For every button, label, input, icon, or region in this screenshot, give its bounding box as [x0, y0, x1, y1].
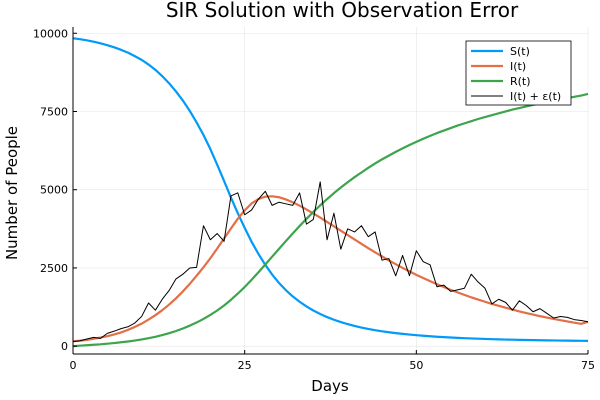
legend-label: I(t) + ε(t) [510, 90, 561, 103]
series-line [72, 37, 589, 342]
legend-label: I(t) [510, 60, 526, 73]
y-axis-label: Number of People [3, 126, 21, 260]
y-tick-label: 2500 [40, 262, 68, 275]
y-tick-labels: 0 2500 5000 7500 10000 [33, 27, 68, 353]
x-tick-label: 75 [581, 359, 595, 372]
series-lines [72, 37, 589, 348]
series-line [72, 181, 589, 342]
gridlines [72, 27, 589, 354]
chart-title: SIR Solution with Observation Error [166, 0, 519, 22]
series-line [72, 92, 589, 348]
x-tick-label: 0 [70, 359, 77, 372]
y-tick-label: 10000 [33, 27, 68, 40]
axes [72, 27, 589, 355]
legend: S(t) I(t) R(t) I(t) + ε(t) [465, 40, 572, 106]
x-axis-label: Days [311, 377, 349, 395]
x-tick-labels: 0 25 50 75 [70, 359, 596, 372]
legend-label: R(t) [510, 75, 531, 88]
y-tick-label: 0 [61, 340, 68, 353]
legend-label: S(t) [510, 45, 530, 58]
y-tick-label: 7500 [40, 105, 68, 118]
x-tick-label: 25 [238, 359, 252, 372]
series-line [72, 195, 589, 343]
x-tick-label: 50 [409, 359, 423, 372]
y-tick-label: 5000 [40, 184, 68, 197]
